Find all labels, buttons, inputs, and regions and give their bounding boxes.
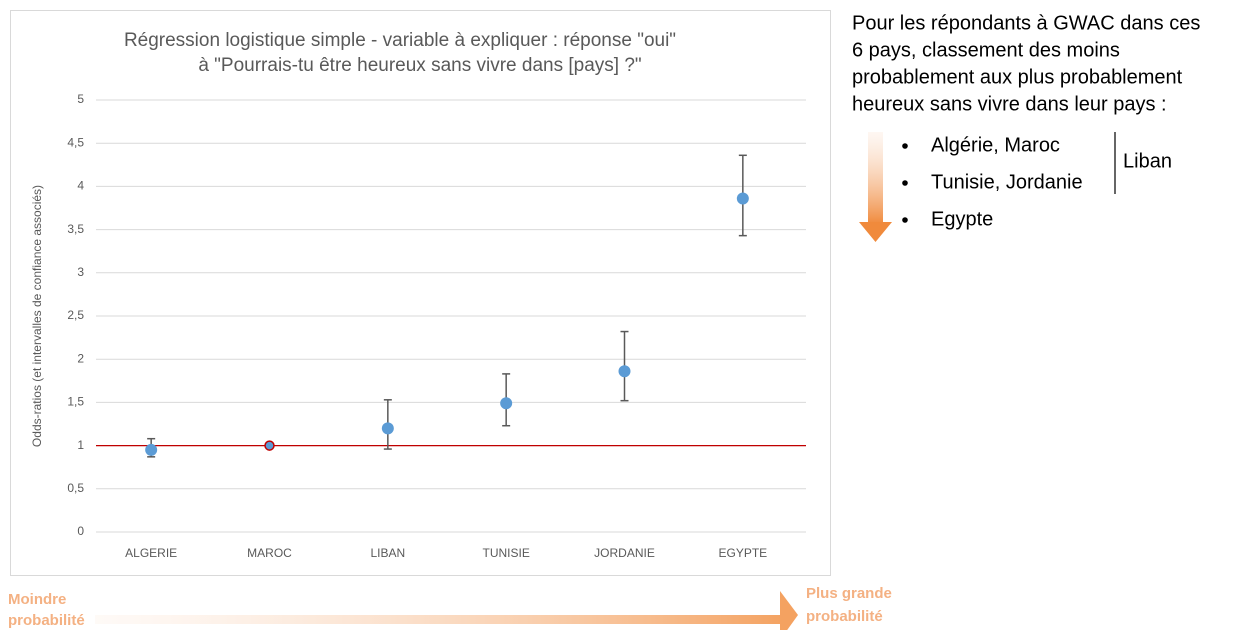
bullet [902,143,908,149]
intro-line: Pour les répondants à GWAC dans ces [852,12,1200,34]
intro-line: probablement aux plus probablement [852,66,1183,88]
point [736,192,749,205]
bottom-arrow [95,615,785,624]
side-text: Pour les répondants à GWAC dans ces 6 pay… [852,12,1200,230]
point [618,365,631,378]
bullet [902,217,908,223]
bottom-arrow-head [780,591,798,630]
ranking-item: Algérie, Maroc [931,134,1060,156]
y-tick-label: 3 [77,265,84,279]
x-tick-label: TUNISIE [482,546,529,560]
y-tick-label: 5 [77,92,84,106]
x-tick-label: ALGERIE [125,546,177,560]
arrow-left-label: probabilité [8,612,85,629]
x-tick-label: MAROC [247,546,292,560]
arrow-right-label: Plus grande [806,585,892,602]
y-axis-label: Odds-ratios (et intervalles de confiance… [30,185,44,447]
intro-line: 6 pays, classement des moins [852,39,1120,61]
arrow-left-label: Moindre [8,591,66,608]
intro-line: heureux sans vivre dans leur pays : [852,93,1167,115]
ranking-item: Egypte [931,208,993,230]
chart-frame [10,10,831,576]
y-tick-label: 1,5 [67,395,84,409]
y-tick-label: 4,5 [67,135,84,149]
point [500,397,513,410]
y-tick-label: 1 [77,438,84,452]
y-tick-label: 2 [77,351,84,365]
chart-title: Régression logistique simple - variable … [124,30,676,51]
side-arrow-head [859,222,892,242]
x-tick-label: LIBAN [370,546,405,560]
side-arrow [868,132,883,224]
point [145,443,158,456]
bracket-label: Liban [1123,150,1172,172]
y-tick-label: 4 [77,179,84,193]
arrow-right-label: probabilité [806,608,883,625]
point [264,440,275,451]
plot: 0 0,5 1 1,5 2 2,5 3 3,5 4 4,5 5 ALGERIE MAROC LIBAN TU… [67,92,806,560]
x-tick-label: EGYPTE [718,546,767,560]
x-tick-label: JORDANIE [594,546,655,560]
y-tick-label: 0 [77,524,84,538]
bullet [902,180,908,186]
y-tick-label: 2,5 [67,308,84,322]
y-tick-label: 0,5 [67,481,84,495]
ranking-item: Tunisie, Jordanie [931,171,1083,193]
chart-title: à "Pourrais-tu être heureux sans vivre d… [198,55,641,76]
y-tick-label: 3,5 [67,222,84,236]
point [381,422,394,435]
